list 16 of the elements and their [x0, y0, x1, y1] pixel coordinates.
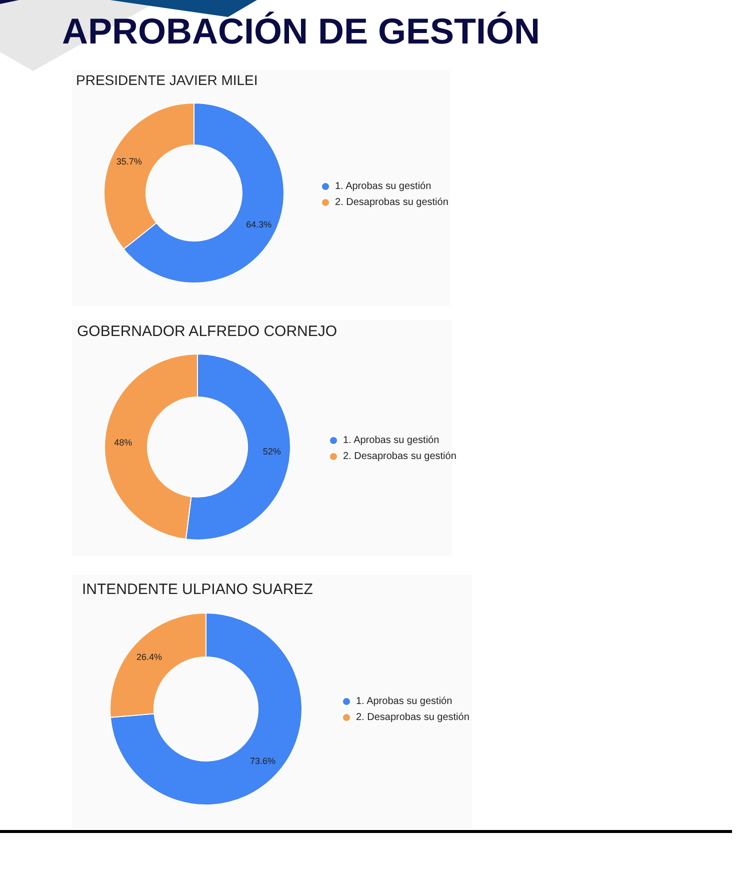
- legend-label: 2. Desaprobas su gestión: [343, 451, 456, 462]
- legend-label: 2. Desaprobas su gestión: [356, 712, 470, 723]
- chart-title: GOBERNADOR ALFREDO CORNEJO: [77, 323, 338, 340]
- data-label: 64.3%: [246, 219, 272, 230]
- legend-label: 2. Desaprobas su gestión: [335, 197, 448, 208]
- legend-label: 1. Aprobas su gestión: [335, 181, 432, 192]
- chart-subtitle: PRESIDENTE JAVIER MILEI: [76, 72, 258, 88]
- chart-title: INTENDENTE ULPIANO SUAREZ: [82, 581, 313, 598]
- chart-title: APROBACIÓN DE GESTIÓN: [62, 10, 540, 52]
- legend-label: 1. Aprobas su gestión: [343, 435, 440, 446]
- data-label: 35.7%: [116, 156, 142, 167]
- legend-label: 1. Aprobas su gestión: [356, 696, 452, 707]
- data-label: 73.6%: [250, 756, 276, 766]
- data-label: 26.4%: [136, 652, 162, 662]
- data-label: 52%: [262, 446, 281, 457]
- data-label: 48%: [114, 437, 132, 448]
